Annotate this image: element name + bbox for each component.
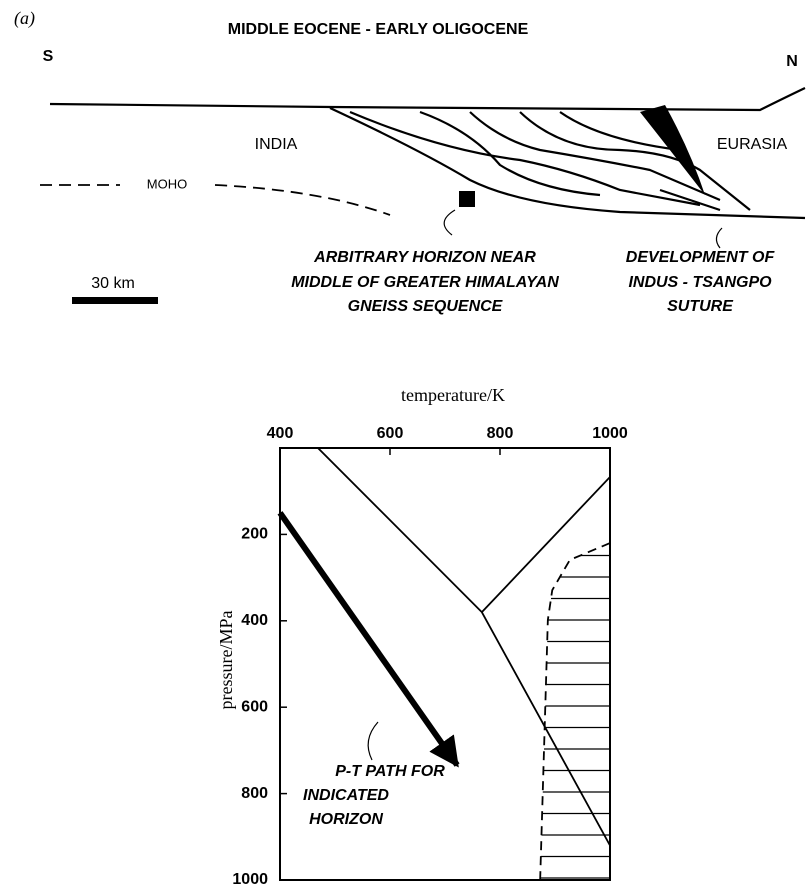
thrust	[350, 112, 700, 205]
suture-note: DEVELOPMENT OF	[626, 249, 776, 266]
y-tick-label: 1000	[232, 871, 268, 888]
horizon-note: GNEISS SEQUENCE	[348, 298, 504, 315]
eurasia-label: EURASIA	[717, 136, 788, 153]
thrust	[520, 112, 750, 210]
x-tick-label: 800	[487, 425, 514, 442]
dashed-boundary	[540, 543, 610, 880]
y-tick-label: 200	[241, 526, 268, 543]
x-tick-label: 600	[377, 425, 404, 442]
path-note: HORIZON	[309, 811, 383, 828]
y-axis-label: pressure/MPa	[216, 610, 236, 709]
horizon-note: MIDDLE OF GREATER HIMALAYAN	[291, 274, 559, 291]
x-axis-label: temperature/K	[401, 385, 505, 405]
figure: (a) MIDDLE EOCENE - EARLY OLIGOCENE S N …	[0, 0, 810, 893]
horizon-note: ARBITRARY HORIZON NEAR	[313, 249, 536, 266]
north-label: N	[786, 53, 798, 70]
moho-line	[40, 185, 390, 215]
x-tick-label: 1000	[592, 425, 628, 442]
moho-label: MOHO	[147, 176, 187, 191]
scale-bar	[72, 297, 158, 304]
india-label: INDIA	[255, 136, 298, 153]
leader	[444, 210, 455, 235]
y-tick-label: 800	[241, 785, 268, 802]
pt-path-arrow	[280, 513, 457, 765]
leader	[716, 228, 722, 248]
reaction-line	[318, 448, 610, 845]
y-tick-label: 400	[241, 612, 268, 629]
panel-label: (a)	[14, 8, 35, 29]
path-note: INDICATED	[303, 787, 389, 804]
suture-note: SUTURE	[667, 298, 734, 315]
south-label: S	[43, 48, 54, 65]
x-tick-label: 400	[267, 425, 294, 442]
suture-wedge	[640, 105, 705, 195]
reaction-line	[482, 477, 610, 612]
horizon-marker	[459, 191, 475, 207]
suture-note: INDUS - TSANGPO	[628, 274, 772, 291]
y-tick-label: 600	[241, 698, 268, 715]
leader	[368, 722, 378, 760]
diagram-title: MIDDLE EOCENE - EARLY OLIGOCENE	[228, 21, 529, 38]
surface	[50, 88, 805, 110]
cross-section	[40, 88, 805, 218]
path-note: P-T PATH FOR	[335, 763, 445, 780]
thrust	[420, 112, 600, 195]
basal-thrust	[330, 108, 805, 218]
scale-label: 30 km	[91, 275, 135, 292]
